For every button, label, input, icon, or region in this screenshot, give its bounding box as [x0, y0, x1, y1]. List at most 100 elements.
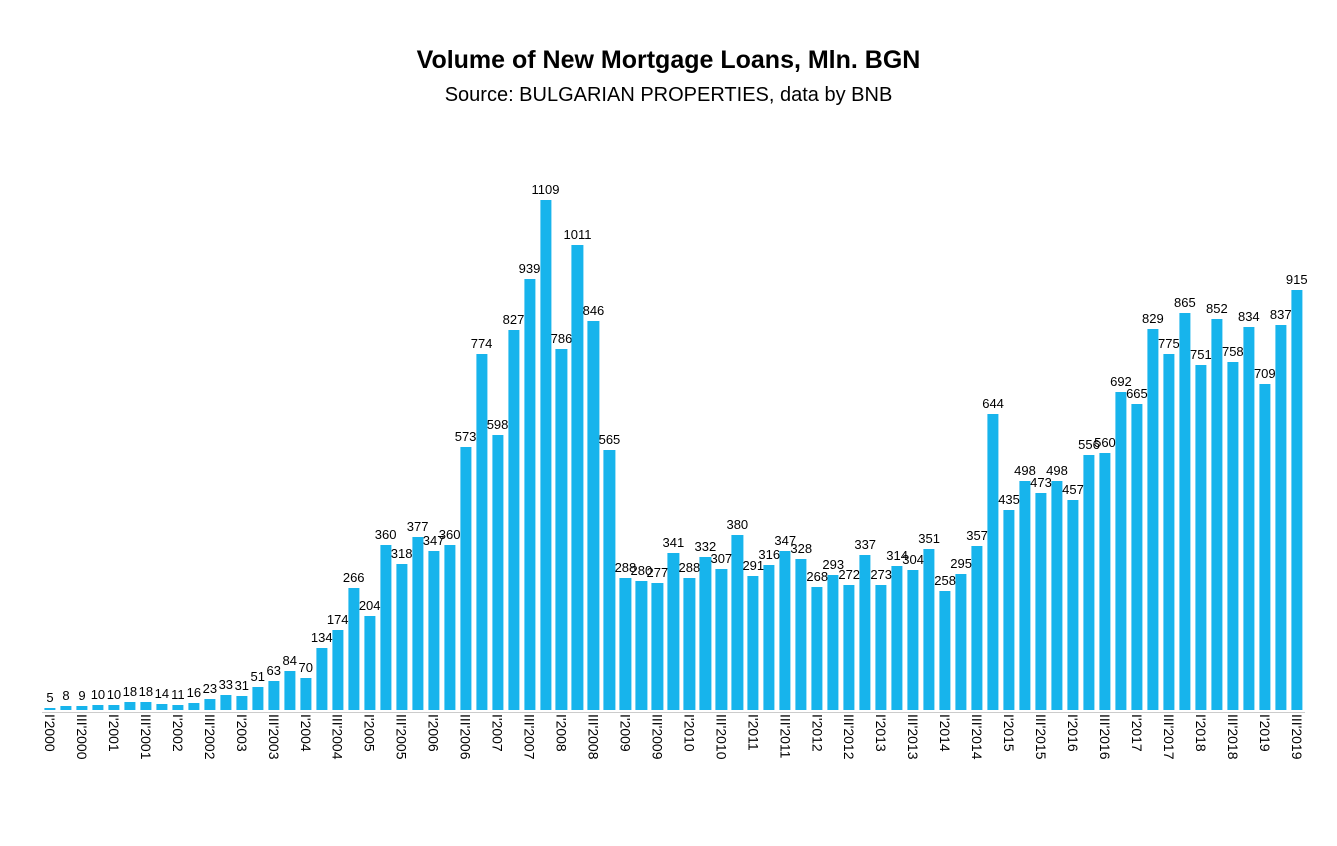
bar [140, 702, 152, 711]
chart-subtitle: Source: BULGARIAN PROPERTIES, data by BN… [444, 83, 893, 106]
bar-slot: 377 [407, 202, 428, 814]
x-axis-tick: III'2019 [1289, 710, 1305, 814]
bar [523, 279, 536, 711]
x-axis-tick: III'2001 [138, 710, 154, 814]
x-axis-tick: I'2013 [873, 710, 889, 814]
bar-value-label: 457 [1062, 482, 1084, 498]
bar-slot: 598 I'2007 [487, 202, 509, 814]
bar-value-label: 380 [726, 517, 749, 533]
bar [204, 699, 216, 711]
bar [1035, 493, 1047, 711]
bar-slot: 70 I'2004 [298, 202, 314, 814]
x-axis-tick [346, 710, 362, 814]
bar-value-label: 644 [982, 396, 1004, 412]
x-axis-tick: I'2010 [681, 710, 697, 814]
bar-value-label: 827 [502, 312, 525, 328]
bar-slot: 351 [918, 202, 940, 814]
bar [1019, 481, 1031, 711]
bar-slot: 380 [726, 202, 749, 814]
bar-column: 834 [1238, 202, 1260, 711]
x-axis-tick: I'2005 [362, 710, 378, 814]
bar-slot: 33 [218, 202, 234, 814]
bar-slot: 846 III'2008 [583, 202, 605, 814]
bar-value-label: 258 [934, 573, 956, 589]
bar-value-label: 351 [918, 531, 940, 547]
bar [571, 245, 584, 711]
bar-column: 852 [1206, 202, 1228, 711]
bar-column: 316 [758, 202, 780, 711]
bar [1131, 404, 1143, 711]
bar-column: 291 [742, 202, 764, 711]
bar [1275, 325, 1287, 711]
bar [124, 702, 136, 711]
bar-slot: 11 I'2002 [170, 202, 186, 814]
bar-column: 272 [838, 202, 860, 711]
bar-slot: 758 III'2018 [1222, 202, 1244, 814]
bar-value-label: 786 [550, 331, 573, 347]
bar-value-label: 11 [171, 687, 185, 703]
bar-column: 51 [250, 202, 266, 711]
x-axis-tick: III'2003 [266, 710, 282, 814]
bar-slot: 837 [1270, 202, 1292, 814]
bar-column: 775 [1158, 202, 1180, 711]
bar-slot: 341 [663, 202, 684, 814]
bar-column: 10 [106, 202, 122, 711]
x-axis-tick: III'2011 [777, 710, 793, 814]
bar-value-label: 357 [966, 528, 988, 544]
bar-column: 644 [982, 202, 1004, 711]
x-axis-label: I'2013 [873, 714, 890, 753]
bar-value-label: 318 [390, 546, 413, 562]
bar [252, 687, 264, 711]
x-axis-tick: I'2012 [809, 710, 825, 814]
x-axis-tick [58, 710, 74, 814]
bar-slot: 204 I'2005 [359, 202, 381, 814]
bar [236, 696, 248, 711]
bar-column: 457 [1062, 202, 1084, 711]
x-axis-label: III'2007 [521, 714, 538, 760]
bar [1211, 319, 1223, 711]
x-axis-tick [569, 710, 585, 814]
x-axis-tick [1177, 710, 1193, 814]
bar-column: 288 [615, 202, 636, 711]
bar-slot: 14 [154, 202, 170, 814]
bar [60, 706, 72, 711]
bar-column: 347 [423, 202, 444, 711]
bar-column: 318 [390, 202, 413, 711]
bar [475, 354, 488, 711]
bar-slot: 332 [694, 202, 716, 814]
bar-value-label: 14 [154, 686, 170, 702]
x-axis-label: I'2019 [1256, 714, 1273, 753]
bar-slot: 134 [311, 202, 333, 814]
x-axis-label: I'2005 [361, 714, 378, 753]
x-axis-label: III'2017 [1160, 714, 1177, 760]
bar [699, 557, 711, 711]
bar-slot: 174 III'2004 [327, 202, 349, 814]
bar [364, 616, 376, 711]
bar-value-label: 307 [710, 551, 733, 567]
bar-value-label: 84 [282, 653, 297, 669]
bar-column: 827 [502, 202, 525, 711]
bar-slot: 556 [1078, 202, 1100, 814]
bar-column: 134 [311, 202, 333, 711]
bar-column: 347 [774, 202, 796, 711]
bar-value-label: 328 [790, 541, 813, 557]
x-axis-tick [154, 710, 170, 814]
x-axis-label: I'2009 [617, 714, 634, 753]
bar-slot: 273 I'2013 [870, 202, 892, 814]
bar-slot: 280 [631, 202, 652, 814]
bar-slot: 307 III'2010 [710, 202, 733, 814]
bar-column: 204 [359, 202, 381, 711]
bar [1067, 500, 1079, 711]
x-axis-label: I'2015 [1001, 714, 1018, 753]
bar [1179, 313, 1191, 711]
bar-slot: 457 I'2016 [1062, 202, 1084, 814]
x-axis-tick: I'2017 [1129, 710, 1145, 814]
bar-column: 280 [631, 202, 652, 711]
x-axis-tick: I'2015 [1001, 710, 1017, 814]
bar-value-label: 18 [122, 684, 138, 700]
x-axis-tick [90, 710, 106, 814]
x-axis-tick: III'2008 [585, 710, 601, 814]
bar-column: 23 [202, 202, 218, 711]
x-axis-label: III'2006 [457, 714, 474, 760]
bar-value-label: 751 [1190, 347, 1212, 363]
